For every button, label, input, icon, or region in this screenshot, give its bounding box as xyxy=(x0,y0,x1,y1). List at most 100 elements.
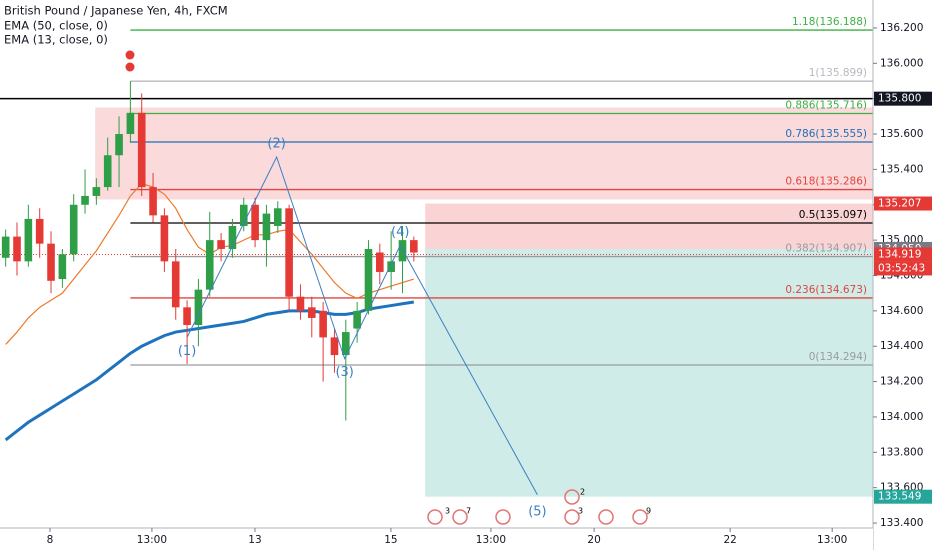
event-badge: 9 xyxy=(646,507,651,516)
candle-body xyxy=(13,236,21,262)
event-icon[interactable] xyxy=(427,509,443,525)
candle-body xyxy=(58,254,67,280)
y-tick-label: 134.000 xyxy=(880,411,923,423)
y-tick-label: 136.200 xyxy=(880,22,923,34)
candle-body xyxy=(273,208,282,226)
candle-body xyxy=(262,213,271,241)
candle-body xyxy=(330,337,339,356)
event-icon[interactable] xyxy=(564,489,580,505)
wave-label: (2) xyxy=(267,137,285,152)
stop-zone xyxy=(425,203,873,249)
price-badge xyxy=(874,196,932,211)
candle-body xyxy=(364,248,373,311)
fib-label: 0.886(135.716) xyxy=(785,100,867,112)
candle-body xyxy=(24,218,33,262)
event-icon[interactable] xyxy=(598,509,614,525)
y-tick-label: 136.000 xyxy=(880,57,923,69)
fib-label: 0.618(135.286) xyxy=(785,176,867,188)
candle-body xyxy=(171,261,180,308)
chart-title: British Pound / Japanese Yen, 4h, FXCM xyxy=(4,4,228,18)
candle-body xyxy=(115,134,123,156)
candle-body xyxy=(239,204,248,226)
price-badge-label: 133.549 xyxy=(878,491,921,503)
y-tick-label: 134.200 xyxy=(880,376,923,388)
plot-area: 1.18(136.188) 1(135.899) 0.886(135.716) 0.7… xyxy=(0,16,873,519)
price-badge-label: 135.800 xyxy=(878,93,921,105)
event-badge: 3 xyxy=(445,507,450,516)
wave-label: (4) xyxy=(391,225,409,240)
supply-zone xyxy=(95,107,873,200)
event-icon[interactable] xyxy=(452,509,468,525)
wave-line xyxy=(186,155,538,495)
candle-body xyxy=(251,204,259,241)
event-icon[interactable] xyxy=(632,509,648,525)
x-tick-label: 20 xyxy=(587,534,600,546)
x-tick-label: 13:00 xyxy=(476,534,506,546)
wave-label: (1) xyxy=(178,344,196,359)
fib-label: 0(134.294) xyxy=(809,351,867,363)
candle-body xyxy=(341,332,350,356)
candle-body xyxy=(137,112,146,188)
candle-body xyxy=(285,208,293,297)
y-tick-label: 133.400 xyxy=(880,517,923,529)
axes: 136.200 136.000 135.800 135.600 135.400 135.2… xyxy=(47,22,932,546)
candle-body xyxy=(92,187,101,196)
candle-body xyxy=(228,225,237,249)
x-tick-label: 13:00 xyxy=(817,534,847,546)
candle-body xyxy=(296,296,305,311)
event-badge: 2 xyxy=(580,488,585,497)
price-badge xyxy=(874,247,932,262)
fib-label: 0.5(135.097) xyxy=(799,209,867,221)
wave-label: (3) xyxy=(335,365,353,380)
candle-body xyxy=(1,236,10,258)
fib-label: 1.18(136.188) xyxy=(792,16,867,28)
event-badge: 7 xyxy=(466,507,471,516)
x-tick-label: 8 xyxy=(47,534,54,546)
candle-body xyxy=(387,261,395,272)
candle-body xyxy=(319,310,327,338)
candle-body xyxy=(194,289,203,326)
x-tick-label: 13:00 xyxy=(137,534,167,546)
candle-body xyxy=(205,240,214,290)
indicator-legend: EMA (50, close, 0) xyxy=(4,19,108,33)
candle-body xyxy=(47,243,55,281)
economic-events: 3 7 2 3 9 xyxy=(427,488,651,525)
x-tick-label: 13 xyxy=(248,534,261,546)
event-icon[interactable] xyxy=(495,509,511,525)
x-tick-label: 22 xyxy=(723,534,736,546)
y-tick-label: 135.400 xyxy=(880,163,923,175)
time-axis-panel xyxy=(0,528,873,550)
price-badge xyxy=(874,489,932,504)
fib-label: 0.382(134.907) xyxy=(785,243,867,255)
fib-label: 0.786(135.555) xyxy=(785,128,867,140)
price-badge xyxy=(874,91,932,106)
event-marker[interactable] xyxy=(125,50,135,60)
candle-body xyxy=(149,187,157,216)
indicator-legend: EMA (13, close, 0) xyxy=(4,33,108,47)
candle-body xyxy=(81,195,89,205)
target-zone xyxy=(425,248,873,497)
event-marker[interactable] xyxy=(125,62,135,72)
price-badge-label: 135.207 xyxy=(878,198,921,210)
fib-label: 1(135.899) xyxy=(809,67,867,79)
event-icon[interactable] xyxy=(564,509,580,525)
wave-label: (5) xyxy=(528,504,546,519)
ema-line xyxy=(4,300,415,442)
candle-body xyxy=(376,252,384,272)
y-tick-label: 133.800 xyxy=(880,446,923,458)
candle-body xyxy=(103,155,112,188)
event-badge: 3 xyxy=(578,507,583,516)
candle-body xyxy=(126,112,135,135)
candle-body xyxy=(35,218,44,244)
candle-body xyxy=(410,240,418,253)
candle-body xyxy=(217,240,225,249)
candle-body xyxy=(353,310,361,329)
price-badge-label: 134.919 xyxy=(878,248,921,260)
candle-body xyxy=(69,204,78,255)
fib-label: 0.236(134.673) xyxy=(785,284,867,296)
y-tick-label: 134.600 xyxy=(880,305,923,317)
y-tick-label: 135.600 xyxy=(880,128,923,140)
y-tick-label: 134.400 xyxy=(880,340,923,352)
